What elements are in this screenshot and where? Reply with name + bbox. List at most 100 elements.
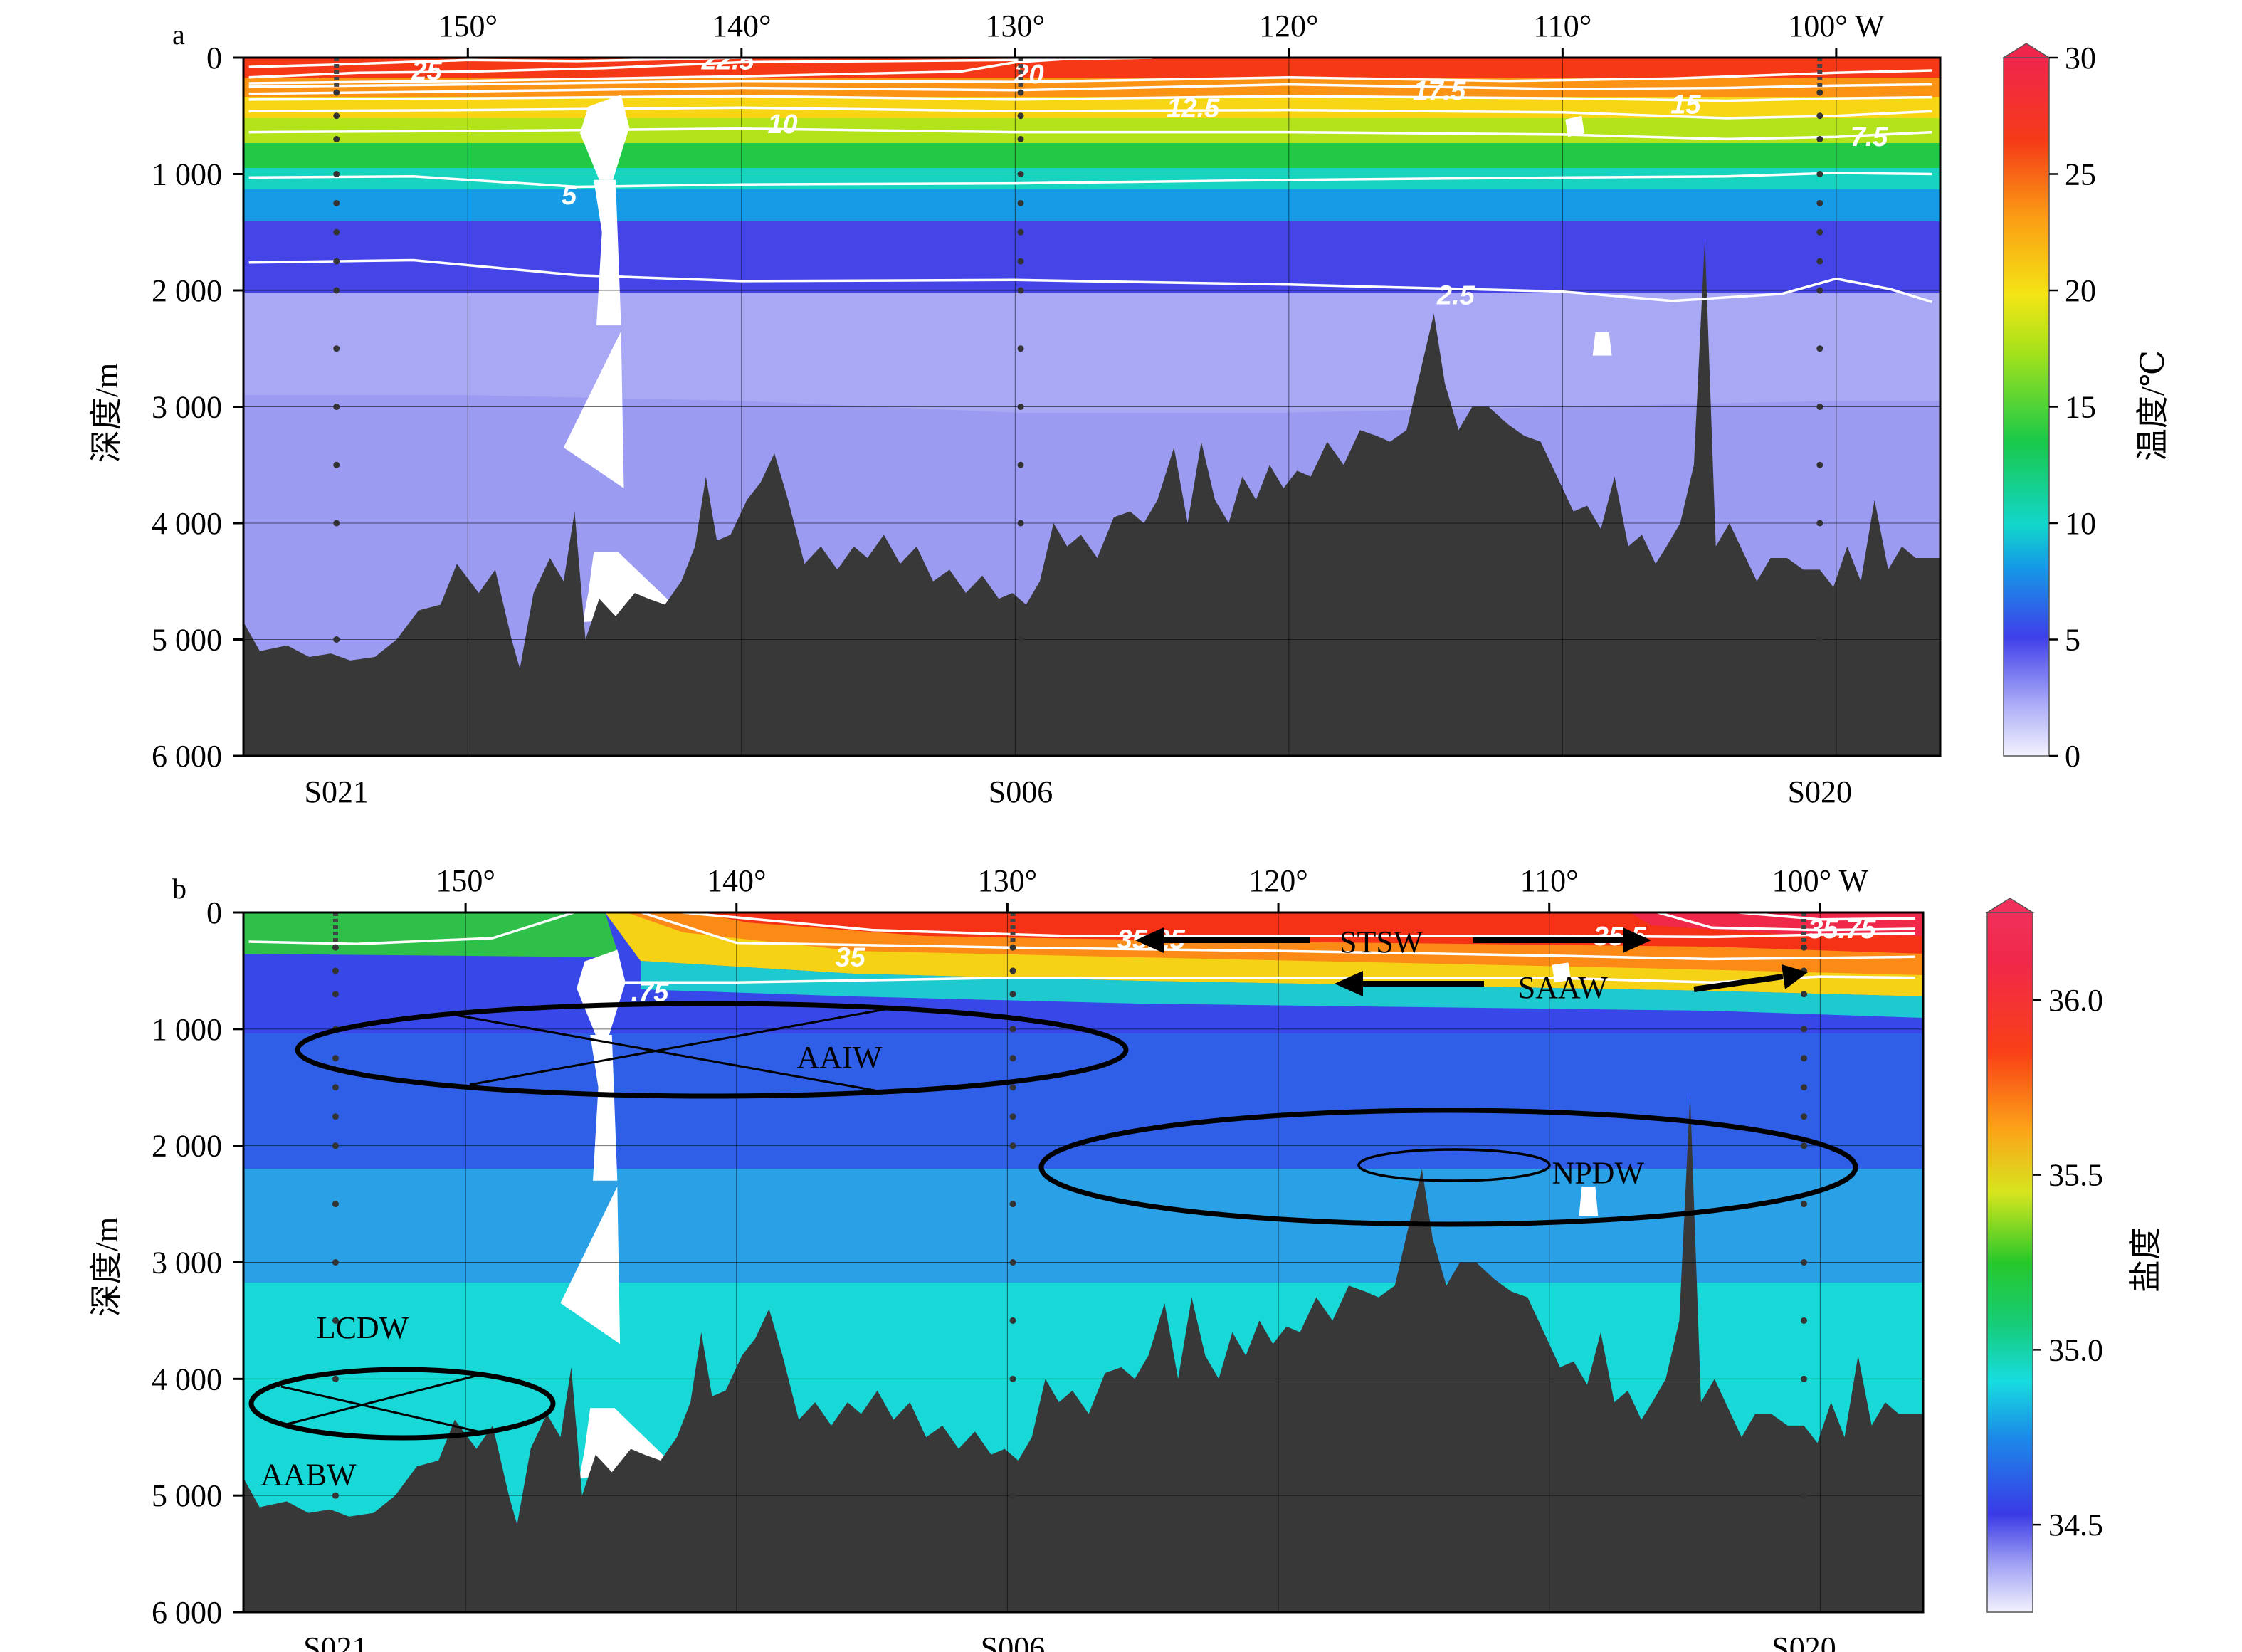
water-mass-labels: STSW SAAW AAIW NPDW LCDW AABW xyxy=(260,925,1644,1493)
station-sample-dot xyxy=(1801,944,1808,951)
station-sample-dot xyxy=(1801,1492,1808,1499)
x-tick-label: 120° xyxy=(1259,9,1319,43)
station-sample-dot xyxy=(1017,636,1024,643)
contour-label: 5 xyxy=(562,181,577,211)
x-tick-label: 130° xyxy=(986,9,1046,43)
station-sample-dot xyxy=(1017,199,1024,206)
station-sample-dot xyxy=(333,89,340,96)
data-gap xyxy=(580,95,630,180)
station-sample-dot xyxy=(1009,1492,1016,1499)
station-sample-dot xyxy=(1009,1317,1016,1324)
station-sample-dot xyxy=(1009,1375,1016,1382)
contour-line xyxy=(248,172,1932,189)
station-label: S020 xyxy=(1788,774,1852,809)
water-mass-label-lcdw: LCDW xyxy=(317,1310,409,1345)
data-gap xyxy=(577,949,626,1035)
station-sample-dot xyxy=(333,171,340,177)
x-tick-label: 110° xyxy=(1533,9,1591,43)
station-sample-dot xyxy=(1017,112,1024,120)
y-axis-ticks: 0 1 000 2 000 3 000 4 000 5 000 6 000 xyxy=(152,41,243,774)
station-sample-dot xyxy=(1801,1201,1808,1208)
panel-label: b xyxy=(172,873,186,905)
station-sample-dot xyxy=(1017,89,1024,96)
station-sample-dot xyxy=(1816,345,1823,352)
station-sample-dot xyxy=(1017,171,1024,177)
colorbar-label: 盐度 xyxy=(2127,1227,2164,1293)
contour-line xyxy=(248,69,1932,88)
station-label: S021 xyxy=(304,774,368,809)
station-sample-dot xyxy=(1009,1201,1016,1208)
longitude-ticks: 150° 140° 130° 120° 110° 100° W xyxy=(438,9,1885,58)
station-sample-dot xyxy=(1017,520,1024,527)
station-sample-dot xyxy=(1009,1142,1016,1149)
x-tick-label: 120° xyxy=(1248,863,1308,898)
contour-label: 15 xyxy=(1670,90,1701,120)
grid-lines xyxy=(243,912,1923,1612)
station-sample-dot xyxy=(332,1375,339,1382)
station-sample-dot xyxy=(1816,520,1823,527)
water-mass-annotations: STSW SAAW AAIW NPDW LCDW AABW xyxy=(248,925,1858,1493)
station-sample-dot xyxy=(333,636,340,643)
temperature-field: 25 22.5 20 17.5 15 12.5 10 7.5 5 2.5 xyxy=(243,46,1940,756)
saaw-arrows xyxy=(1335,964,1808,996)
station-sample-dot xyxy=(1017,287,1024,294)
station-sample-dot xyxy=(332,991,339,998)
station-sample-dot xyxy=(1816,404,1823,410)
station-sample-dot xyxy=(1816,228,1823,236)
station-sample-dot xyxy=(1816,258,1823,265)
y-tick-label: 5 000 xyxy=(152,1478,222,1513)
station-sample-dot xyxy=(333,199,340,206)
aaiw-ellipse xyxy=(295,1001,1129,1099)
y-tick-label: 3 000 xyxy=(152,1246,222,1280)
station-sample-dot xyxy=(1801,1055,1808,1062)
station-sample-dot xyxy=(1009,944,1016,951)
contour-line xyxy=(248,95,1932,102)
station-labels: S021 S006 S020 xyxy=(303,1631,1836,1652)
lcdw-ellipse xyxy=(248,1367,556,1441)
station-sample-dot xyxy=(333,404,340,410)
station-sample-dot xyxy=(1801,1142,1808,1149)
water-mass-label-aabw: AABW xyxy=(260,1458,357,1493)
station-sample-dots xyxy=(332,912,1808,1499)
station-sample-dot xyxy=(1816,636,1823,643)
salinity-surface-red xyxy=(698,912,1923,954)
contour-label: 17.5 xyxy=(1413,76,1466,106)
colorbar-tick-label: 20 xyxy=(2065,273,2096,308)
water-mass-label-saaw: SAAW xyxy=(1518,970,1608,1005)
station-sample-dot xyxy=(333,345,340,352)
colorbar-tick-label: 34.5 xyxy=(2048,1508,2103,1542)
station-sample-dot xyxy=(333,112,340,120)
station-sample-dot xyxy=(1009,1113,1016,1120)
water-mass-label-npdw: NPDW xyxy=(1552,1155,1644,1190)
colorbar-tick-label: 30 xyxy=(2065,41,2096,75)
y-tick-label: 3 000 xyxy=(152,390,222,425)
station-sample-dot xyxy=(332,967,339,974)
y-axis-ticks: 0 1 000 2 000 3 000 4 000 5 000 6 000 xyxy=(152,895,243,1630)
data-gap xyxy=(594,179,621,326)
contour-label: 20 xyxy=(1013,60,1043,90)
contour-label: 10 xyxy=(767,110,797,140)
colorbar-tick-label: 35.0 xyxy=(2048,1332,2103,1367)
colorbar-label: 温度/℃ xyxy=(2135,350,2171,461)
station-sample-dot xyxy=(1816,89,1823,96)
colorbar-ticks: 34.5 35.0 35.5 36.0 xyxy=(2033,983,2103,1542)
station-label: S006 xyxy=(989,774,1053,809)
contour-line xyxy=(248,106,1932,120)
station-sample-dot xyxy=(1009,1026,1016,1033)
station-sample-dot xyxy=(1801,1259,1808,1266)
station-sample-dot xyxy=(1017,404,1024,410)
contour-line xyxy=(1657,912,1915,932)
contour-line xyxy=(248,127,1932,141)
seafloor-bathymetry xyxy=(243,1093,1923,1612)
y-tick-label: 6 000 xyxy=(152,739,222,774)
salinity-subsurface-cyan xyxy=(641,961,1923,1018)
station-sample-dot xyxy=(1816,135,1823,142)
temperature-panel: 25 22.5 20 17.5 15 12.5 10 7.5 5 2.5 0 1 000 2 000 3… xyxy=(88,9,2171,809)
data-gap xyxy=(560,1187,621,1345)
station-sample-dot xyxy=(332,1259,339,1266)
npdw-core-ellipse xyxy=(1357,1148,1551,1182)
contour-label: 22.5 xyxy=(701,46,755,75)
data-gap xyxy=(563,331,624,488)
station-sample-dot xyxy=(1801,1317,1808,1324)
data-gap xyxy=(590,1035,618,1181)
